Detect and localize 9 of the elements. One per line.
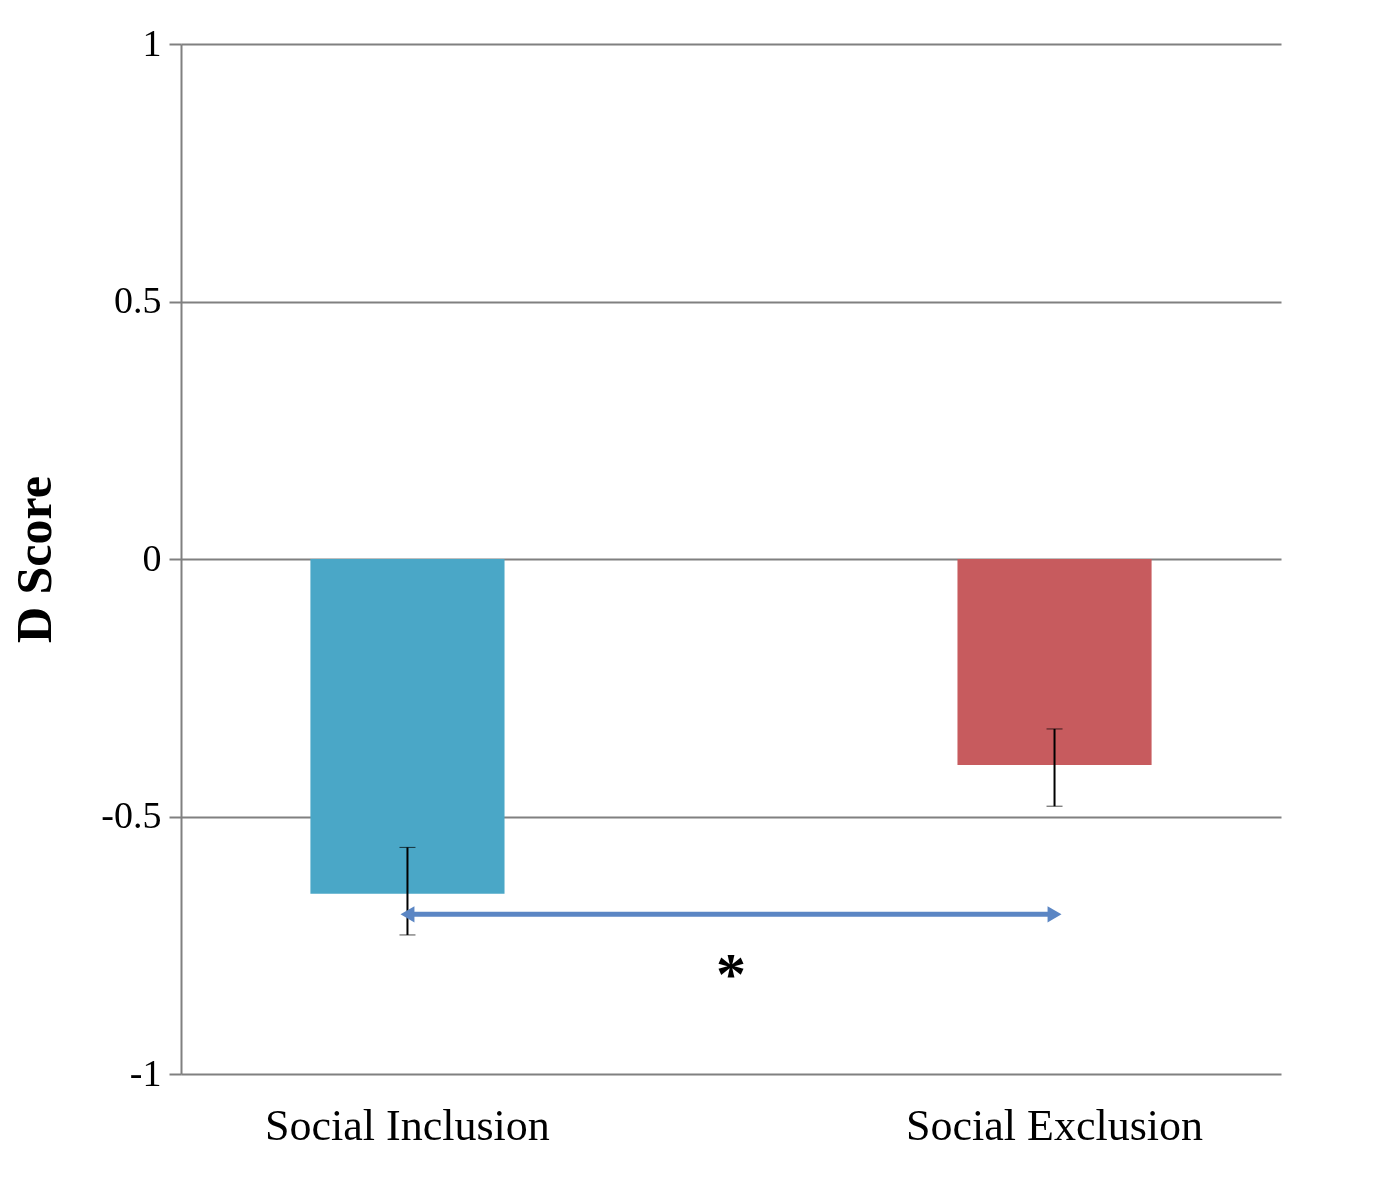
y-tick-label: 0 [142,536,162,579]
annotation: * [716,941,746,1008]
y-axis-title: D Score [6,475,63,644]
x-tick-label: Social Exclusion [906,1100,1204,1150]
y-tick-label: 0.5 [114,279,162,321]
y-tick-label: -0.5 [101,794,162,836]
y-tick-label: 1 [142,21,162,64]
y-tick-label: -1 [129,1051,162,1094]
x-tick-label: Social Inclusion [265,1100,550,1150]
